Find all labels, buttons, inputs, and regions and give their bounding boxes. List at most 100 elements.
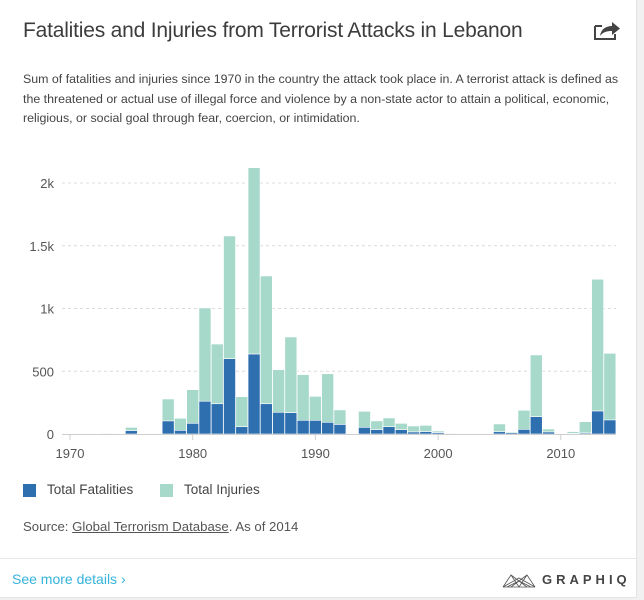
bar-group-1980[interactable] xyxy=(186,389,199,435)
bar-fatalities[interactable] xyxy=(284,412,298,435)
bar-injuries[interactable] xyxy=(419,425,433,432)
bar-injuries[interactable] xyxy=(272,369,285,413)
bar-group-1979[interactable] xyxy=(174,418,187,435)
bar-group-2010[interactable] xyxy=(554,433,568,435)
bar-group-2006[interactable] xyxy=(505,431,519,435)
bar-injuries[interactable] xyxy=(370,420,384,430)
bar-group-2014[interactable] xyxy=(603,353,617,435)
bar-injuries[interactable] xyxy=(358,410,371,428)
bar-injuries[interactable] xyxy=(186,389,199,424)
share-button[interactable] xyxy=(593,19,621,41)
bar-group-2005[interactable] xyxy=(493,423,506,435)
bar-group-1997[interactable] xyxy=(394,423,408,435)
bar-injuries[interactable] xyxy=(603,353,617,421)
bar-group-1985[interactable] xyxy=(247,167,261,435)
bar-fatalities[interactable] xyxy=(296,420,310,435)
bar-fatalities[interactable] xyxy=(321,422,334,435)
bar-group-2007[interactable] xyxy=(517,409,531,435)
bar-fatalities[interactable] xyxy=(529,416,543,435)
bar-group-1992[interactable] xyxy=(333,409,347,435)
bar-group-2000[interactable] xyxy=(431,430,445,435)
source-link[interactable]: Global Terrorism Database xyxy=(72,519,229,534)
bar-injuries[interactable] xyxy=(382,417,396,428)
bar-group-2011[interactable] xyxy=(566,431,580,435)
bar-group-1999[interactable] xyxy=(419,425,433,435)
bar-fatalities[interactable] xyxy=(235,426,249,435)
bar-injuries[interactable] xyxy=(309,396,322,421)
bar-fatalities[interactable] xyxy=(223,358,236,435)
bar-fatalities[interactable] xyxy=(198,400,212,435)
bar-fatalities[interactable] xyxy=(493,431,506,435)
bar-injuries[interactable] xyxy=(260,275,273,405)
bar-injuries[interactable] xyxy=(210,343,224,405)
bar-group-2008[interactable] xyxy=(529,354,543,435)
bar-fatalities[interactable] xyxy=(542,431,555,435)
bar-injuries[interactable] xyxy=(223,235,236,359)
bar-injuries[interactable] xyxy=(542,428,555,433)
bar-group-1982[interactable] xyxy=(210,343,224,435)
bar-injuries[interactable] xyxy=(529,354,543,417)
bar-fatalities[interactable] xyxy=(161,420,175,435)
bar-fatalities[interactable] xyxy=(272,411,285,435)
bar-fatalities[interactable] xyxy=(370,429,384,435)
bar-group-1998[interactable] xyxy=(407,425,420,435)
bar-group-1976[interactable] xyxy=(137,433,150,435)
bar-fatalities[interactable] xyxy=(431,432,445,435)
bar-fatalities[interactable] xyxy=(444,433,457,435)
bar-injuries[interactable] xyxy=(579,421,592,434)
bar-group-1983[interactable] xyxy=(223,235,236,435)
bar-group-1984[interactable] xyxy=(235,396,249,435)
bar-fatalities[interactable] xyxy=(603,419,617,435)
bar-injuries[interactable] xyxy=(493,423,506,433)
bar-injuries[interactable] xyxy=(517,409,531,430)
bar-fatalities[interactable] xyxy=(394,429,408,435)
bar-group-1988[interactable] xyxy=(284,336,298,435)
bar-injuries[interactable] xyxy=(296,374,310,421)
bar-group-1977[interactable] xyxy=(149,433,163,435)
bar-group-1995[interactable] xyxy=(370,420,384,435)
bar-group-1975[interactable] xyxy=(125,427,138,435)
bar-fatalities[interactable] xyxy=(419,431,433,435)
bar-group-1974[interactable] xyxy=(112,432,126,435)
bar-injuries[interactable] xyxy=(591,278,604,412)
bar-fatalities[interactable] xyxy=(333,424,347,435)
bar-fatalities[interactable] xyxy=(407,431,420,435)
bar-group-1981[interactable] xyxy=(198,307,212,435)
bar-fatalities[interactable] xyxy=(247,353,261,435)
bar-injuries[interactable] xyxy=(284,336,298,413)
bar-fatalities[interactable] xyxy=(566,433,580,435)
bar-fatalities[interactable] xyxy=(358,427,371,435)
bar-fatalities[interactable] xyxy=(100,433,114,435)
bar-group-1991[interactable] xyxy=(321,373,334,435)
bar-injuries[interactable] xyxy=(174,418,187,431)
bar-group-1973[interactable] xyxy=(100,432,114,435)
bar-group-1996[interactable] xyxy=(382,417,396,435)
bar-injuries[interactable] xyxy=(198,307,212,402)
bar-group-1978[interactable] xyxy=(161,398,175,435)
bar-fatalities[interactable] xyxy=(309,420,322,435)
bar-group-1987[interactable] xyxy=(272,369,285,435)
bar-injuries[interactable] xyxy=(235,396,249,428)
bar-group-1990[interactable] xyxy=(309,396,322,435)
bar-fatalities[interactable] xyxy=(591,410,604,435)
bar-group-1989[interactable] xyxy=(296,374,310,435)
bar-injuries[interactable] xyxy=(394,423,408,430)
bar-fatalities[interactable] xyxy=(260,403,273,435)
bar-group-2009[interactable] xyxy=(542,428,555,435)
bar-injuries[interactable] xyxy=(125,427,138,431)
bar-fatalities[interactable] xyxy=(186,423,199,435)
bar-group-2012[interactable] xyxy=(579,421,592,435)
bar-fatalities[interactable] xyxy=(579,432,592,435)
bar-group-1986[interactable] xyxy=(260,275,273,435)
bar-injuries[interactable] xyxy=(161,398,175,422)
bar-fatalities[interactable] xyxy=(382,426,396,435)
bar-injuries[interactable] xyxy=(407,425,420,433)
bar-group-1994[interactable] xyxy=(358,410,371,435)
bar-injuries[interactable] xyxy=(247,167,261,355)
bar-group-2001[interactable] xyxy=(444,432,457,435)
bar-fatalities[interactable] xyxy=(517,429,531,435)
bar-fatalities[interactable] xyxy=(210,403,224,435)
see-more-details-link[interactable]: See more details › xyxy=(12,571,126,587)
bar-injuries[interactable] xyxy=(321,373,334,423)
bar-fatalities[interactable] xyxy=(174,430,187,435)
